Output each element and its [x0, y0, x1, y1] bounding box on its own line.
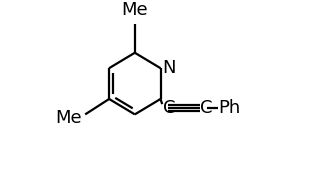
Text: Me: Me — [55, 109, 82, 127]
Text: C: C — [163, 99, 176, 117]
Text: Me: Me — [122, 1, 148, 19]
Text: N: N — [162, 59, 176, 77]
Text: C: C — [200, 99, 213, 117]
Text: Ph: Ph — [219, 99, 241, 117]
